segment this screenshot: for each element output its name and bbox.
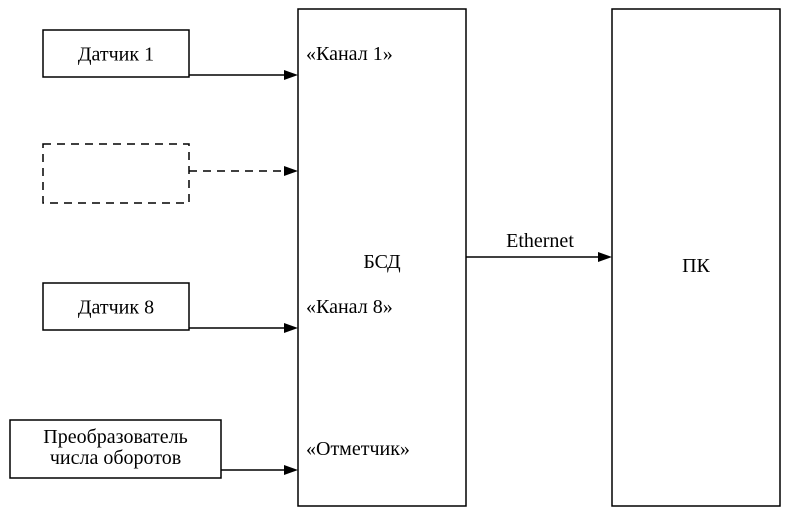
node-sensor1: Датчик 1	[43, 30, 189, 77]
arrowhead-icon	[284, 465, 298, 475]
edge-conv-bsd	[221, 465, 298, 475]
edge-label-4: Ethernet	[506, 230, 574, 252]
port-label-mark: «Отметчик»	[306, 438, 410, 460]
node-sensor8: Датчик 8	[43, 283, 189, 330]
node-bsd: БСД	[298, 9, 466, 506]
edge-dashed-bsd	[189, 166, 298, 176]
port-label-ch8: «Канал 8»	[306, 296, 393, 318]
node-label-sensor1: Датчик 1	[78, 44, 154, 66]
node-pc: ПК	[612, 9, 780, 506]
node-conv: Преобразовательчисла оборотов	[10, 420, 221, 478]
port-label-ch1: «Канал 1»	[306, 43, 393, 65]
block-diagram: Датчик 1 Датчик 8 Преобразовательчисла обо…	[0, 0, 791, 516]
edge-sensor8-bsd	[189, 323, 298, 333]
node-label-bsd: БСД	[363, 251, 401, 273]
node-label-conv: Преобразовательчисла оборотов	[43, 426, 187, 469]
node-label-sensor8: Датчик 8	[78, 297, 154, 319]
arrowhead-icon	[284, 70, 298, 80]
arrowhead-icon	[284, 323, 298, 333]
node-label-pc: ПК	[682, 255, 710, 277]
arrowhead-icon	[284, 166, 298, 176]
arrowhead-icon	[598, 252, 612, 262]
edge-sensor1-bsd	[189, 70, 298, 80]
node-dashed	[43, 144, 189, 203]
edge-bsd-pc: Ethernet	[466, 230, 612, 262]
